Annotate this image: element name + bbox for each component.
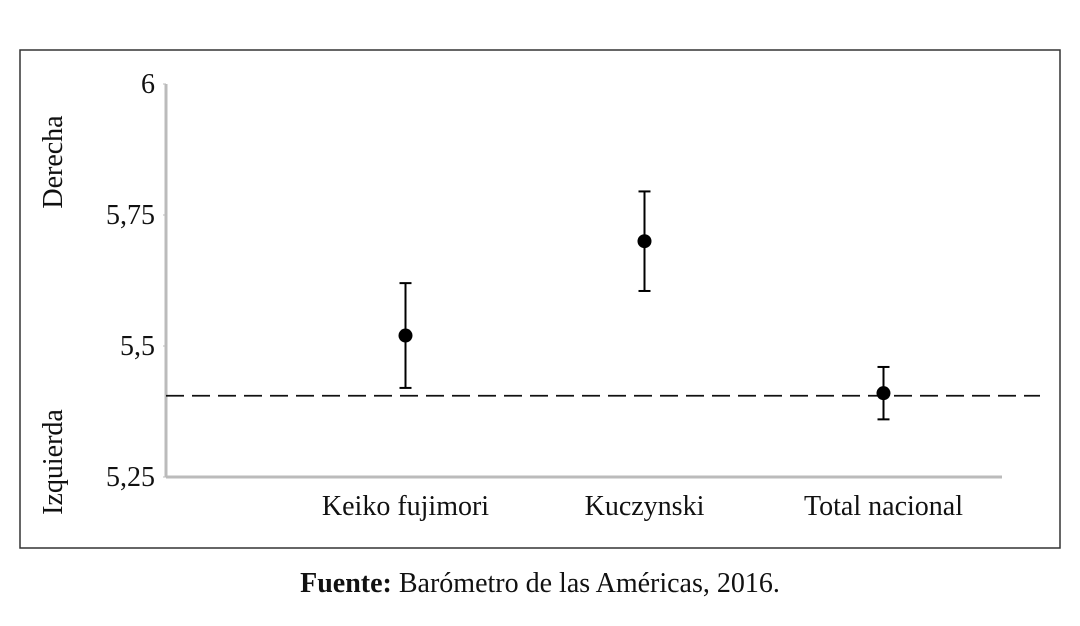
y-tick-label: 6 [141,69,155,100]
x-tick-label: Kuczynski [585,491,705,522]
y-label-top: Derecha [38,115,69,209]
y-tick-label: 5,25 [106,462,155,493]
source: Fuente: Barómetro de las Américas, 2016. [300,568,780,599]
point [876,386,891,401]
source-text: Barómetro de las Américas, 2016. [399,568,780,599]
chart-frame [19,49,1061,549]
y-tick-label: 5,5 [120,331,155,362]
y-label-bottom: Izquierda [38,409,69,515]
x-tick-label: Total nacional [804,491,963,522]
point [398,328,413,343]
x-tick-label: Keiko fujimori [322,491,489,522]
point [637,234,652,249]
y-tick-label: 5,75 [106,200,155,231]
source-label: Fuente: [300,568,392,599]
